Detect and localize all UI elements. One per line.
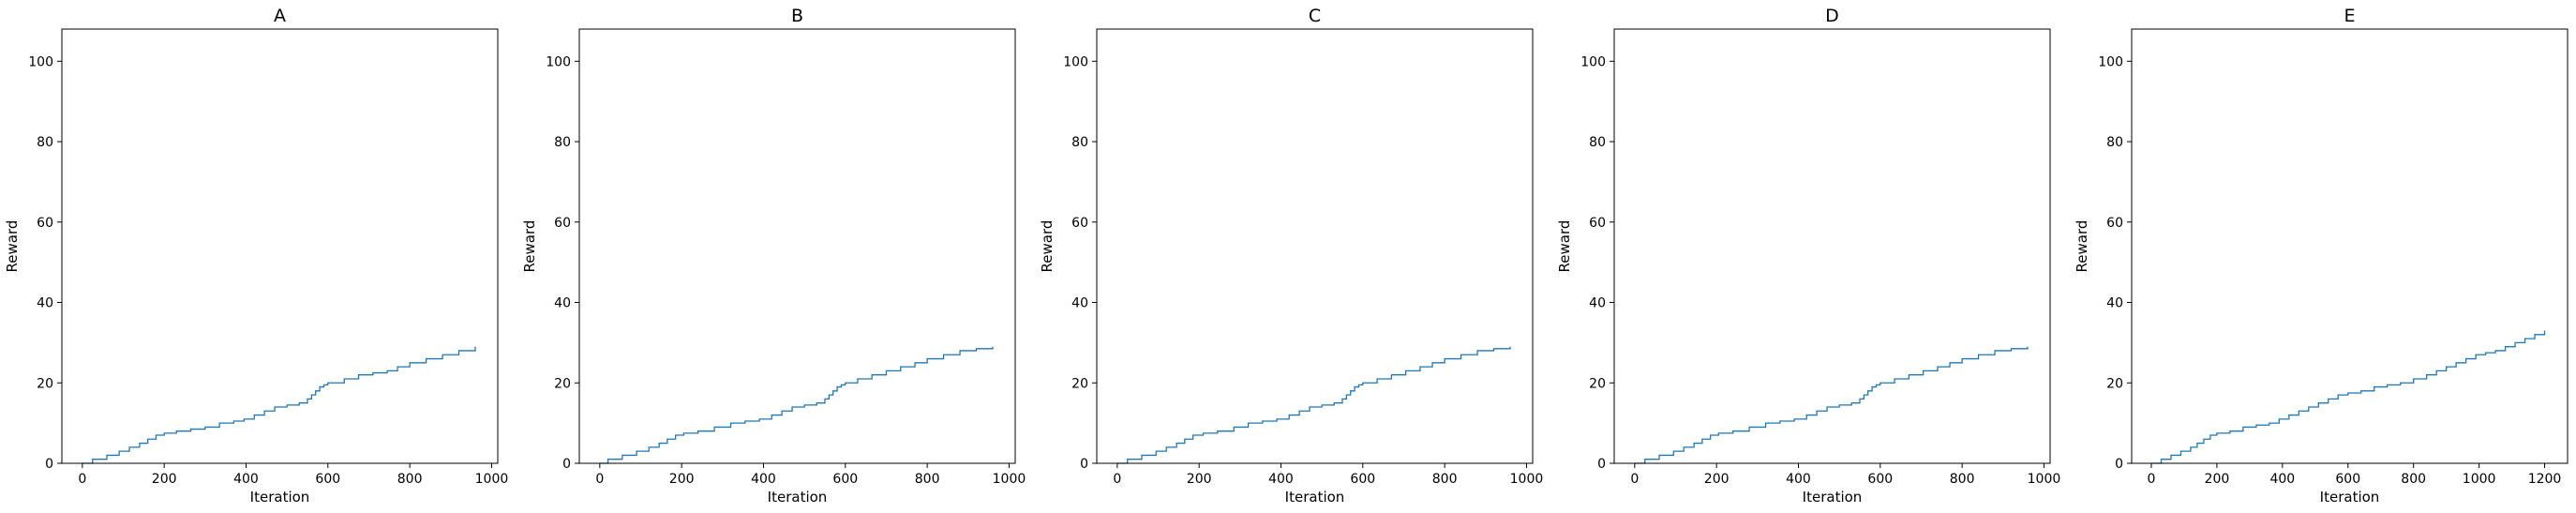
x-tick-label: 400 — [2269, 472, 2295, 487]
x-tick-label: 600 — [2335, 472, 2360, 487]
x-tick-label: 600 — [832, 472, 858, 487]
x-tick-label: 200 — [2205, 472, 2230, 487]
x-tick-label: 1000 — [1510, 472, 1544, 487]
y-tick-label: 0 — [1080, 457, 1088, 472]
y-tick-label: 20 — [1071, 376, 1088, 391]
series-line — [82, 346, 476, 464]
y-axis-label: Reward — [2074, 220, 2090, 273]
y-tick-label: 40 — [37, 296, 53, 311]
y-tick-label: 60 — [37, 216, 53, 231]
y-tick-label: 20 — [554, 376, 571, 391]
x-tick-label: 600 — [315, 472, 340, 487]
x-tick-label: 800 — [915, 472, 940, 487]
chart-title: C — [1309, 6, 1321, 26]
chart-panel: B 0 200 400 600 800 1000 0 20 40 60 80 100 Iteration R… — [521, 6, 1026, 505]
y-tick-label: 20 — [1589, 376, 1606, 391]
x-tick-label: 1000 — [475, 472, 509, 487]
x-tick-label: 200 — [1187, 472, 1212, 487]
series-line — [2150, 330, 2546, 464]
chart-title: B — [791, 6, 803, 26]
x-tick-label: 1200 — [2528, 472, 2562, 487]
x-tick-label: 400 — [751, 472, 776, 487]
x-axis-label: Iteration — [250, 489, 310, 505]
x-tick-label: 400 — [233, 472, 259, 487]
y-tick-label: 100 — [1580, 54, 1606, 69]
x-tick-label: 200 — [669, 472, 695, 487]
x-axis-label: Iteration — [1803, 489, 1863, 505]
y-tick-label: 100 — [28, 54, 53, 69]
x-tick-label: 400 — [1786, 472, 1811, 487]
x-tick-label: 1000 — [2028, 472, 2061, 487]
y-tick-label: 60 — [1589, 216, 1606, 231]
x-tick-label: 800 — [1432, 472, 1458, 487]
plot-frame — [578, 28, 1016, 464]
y-tick-label: 0 — [562, 457, 571, 472]
chart-panel: D 0 200 400 600 800 1000 0 20 40 60 80 100 Iteration R… — [1556, 6, 2060, 505]
chart-panel: C 0 200 400 600 800 1000 0 20 40 60 80 100 Iteration R… — [1039, 6, 1543, 505]
y-tick-label: 40 — [1071, 296, 1088, 311]
y-axis-label: Reward — [521, 220, 538, 273]
y-tick-label: 40 — [1589, 296, 1606, 311]
y-tick-label: 60 — [554, 216, 571, 231]
y-tick-label: 80 — [37, 135, 53, 150]
chart-panel: A 0 200 400 600 800 1000 0 20 40 60 80 100 Iteration R… — [4, 6, 508, 505]
x-axis-label: Iteration — [768, 489, 828, 505]
y-axis-label: Reward — [4, 220, 21, 273]
x-tick-label: 800 — [397, 472, 423, 487]
y-tick-label: 80 — [554, 135, 571, 150]
y-tick-label: 80 — [2106, 135, 2123, 150]
y-axis-label: Reward — [1039, 220, 1056, 273]
y-tick-label: 0 — [45, 457, 53, 472]
y-tick-label: 20 — [2106, 376, 2123, 391]
x-axis-label: Iteration — [2320, 489, 2380, 505]
x-tick-label: 0 — [1113, 472, 1121, 487]
chart-panel: E 0 200 400 600 800 1000 1200 0 20 40 60 80 100 Iterat… — [2074, 6, 2569, 505]
x-axis-label: Iteration — [1285, 489, 1345, 505]
y-tick-label: 60 — [1071, 216, 1088, 231]
x-tick-label: 0 — [595, 472, 604, 487]
y-tick-label: 80 — [1589, 135, 1606, 150]
x-tick-label: 400 — [1268, 472, 1294, 487]
x-tick-label: 200 — [152, 472, 177, 487]
plot-frame — [1613, 28, 2051, 464]
chart-title: A — [274, 6, 286, 26]
x-tick-label: 600 — [1867, 472, 1893, 487]
x-tick-label: 800 — [1950, 472, 1975, 487]
y-tick-label: 40 — [554, 296, 571, 311]
y-axis-label: Reward — [1556, 220, 1573, 273]
series-line — [1116, 346, 1511, 464]
y-tick-label: 80 — [1071, 135, 1088, 150]
y-tick-label: 0 — [2115, 457, 2123, 472]
x-tick-label: 0 — [1630, 472, 1639, 487]
x-tick-label: 1000 — [993, 472, 1026, 487]
y-tick-label: 100 — [1063, 54, 1088, 69]
y-tick-label: 60 — [2106, 216, 2123, 231]
plot-frame — [2131, 28, 2569, 464]
series-line — [599, 346, 994, 464]
x-tick-label: 600 — [1350, 472, 1375, 487]
x-tick-label: 1000 — [2463, 472, 2496, 487]
chart-title: D — [1825, 6, 1839, 26]
plot-frame — [1096, 28, 1534, 464]
series-line — [1634, 346, 2029, 464]
y-tick-label: 0 — [1597, 457, 1606, 472]
x-tick-label: 0 — [2148, 472, 2156, 487]
y-tick-label: 100 — [546, 54, 571, 69]
x-tick-label: 0 — [78, 472, 86, 487]
x-tick-label: 200 — [1704, 472, 1730, 487]
x-tick-label: 800 — [2401, 472, 2426, 487]
y-tick-label: 100 — [2098, 54, 2123, 69]
y-tick-label: 20 — [37, 376, 53, 391]
chart-title: E — [2344, 6, 2355, 26]
y-tick-label: 40 — [2106, 296, 2123, 311]
plot-frame — [61, 28, 499, 464]
